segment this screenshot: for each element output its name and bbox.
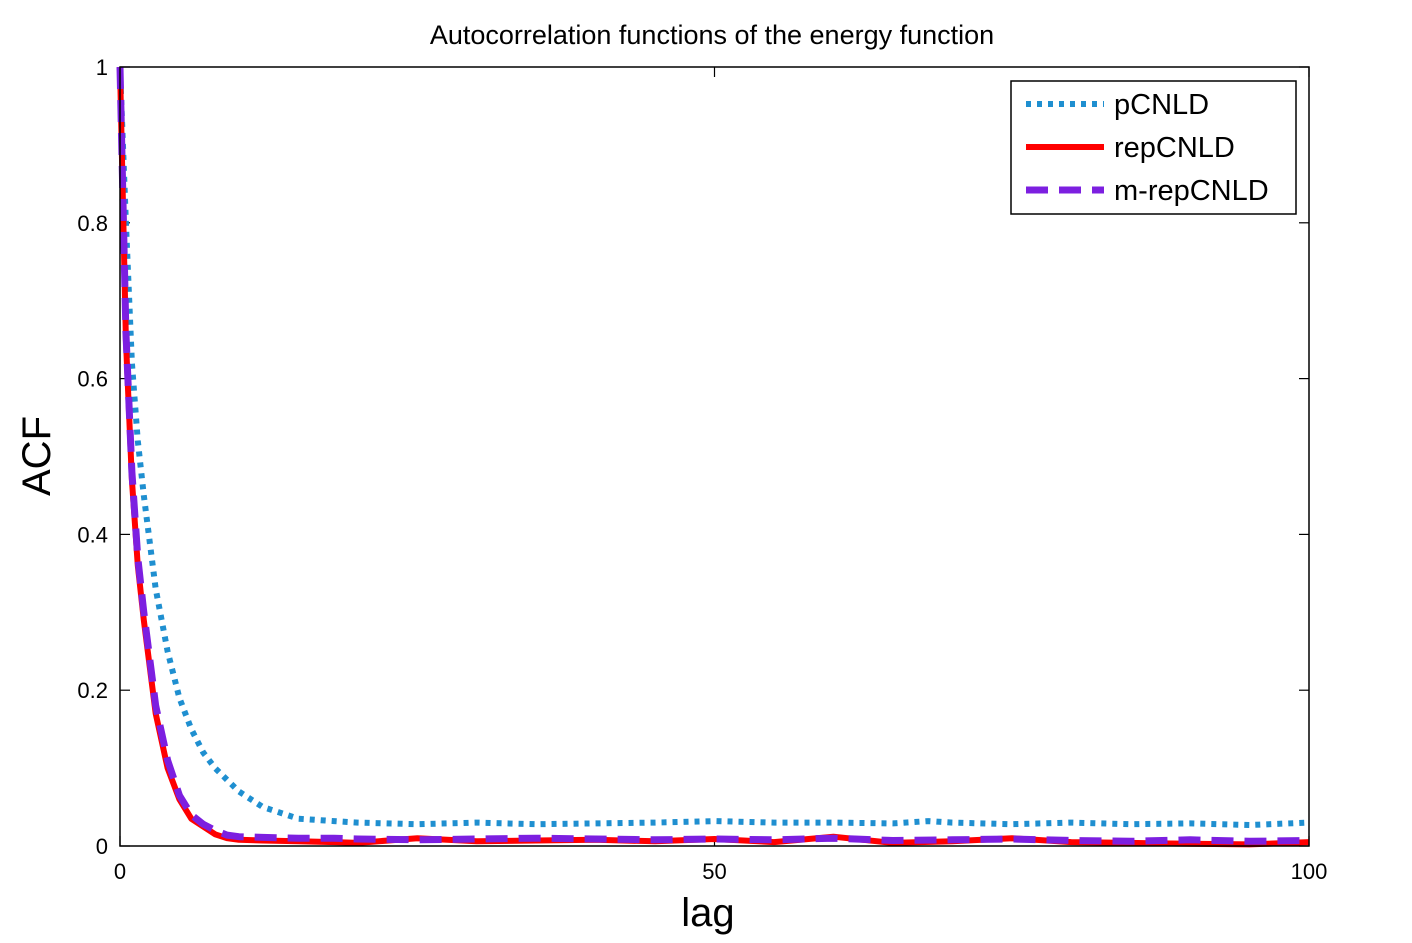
legend-label: repCNLD (1114, 132, 1235, 164)
x-tick-label: 100 (1291, 859, 1328, 884)
x-tick-label: 0 (114, 859, 126, 884)
series-line-pcnld (117, 66, 1310, 828)
legend: pCNLD repCNLD m-repCNLD (1010, 80, 1297, 215)
y-tick-label: 0.2 (77, 678, 108, 703)
legend-label: m-repCNLD (1114, 175, 1269, 207)
series-line-m-repcnld (116, 66, 1310, 845)
x-axis-label: lag (681, 891, 734, 935)
x-tick-label: 50 (702, 859, 726, 884)
y-tick-label: 0.8 (77, 211, 108, 236)
y-tick-label: 0 (96, 834, 108, 859)
y-tick-label: 1 (96, 55, 108, 80)
chart-title: Autocorrelation functions of the energy … (430, 20, 994, 50)
plot-frame (119, 66, 1310, 847)
y-tick-label: 0.6 (77, 367, 108, 392)
axis-ticks: 0 50 100 0 0.2 0.4 0.6 0.8 1 (77, 55, 1327, 884)
data-series (116, 66, 1310, 848)
y-tick-label: 0.4 (77, 522, 108, 547)
legend-label: pCNLD (1114, 89, 1209, 121)
y-axis-label: ACF (15, 416, 59, 496)
